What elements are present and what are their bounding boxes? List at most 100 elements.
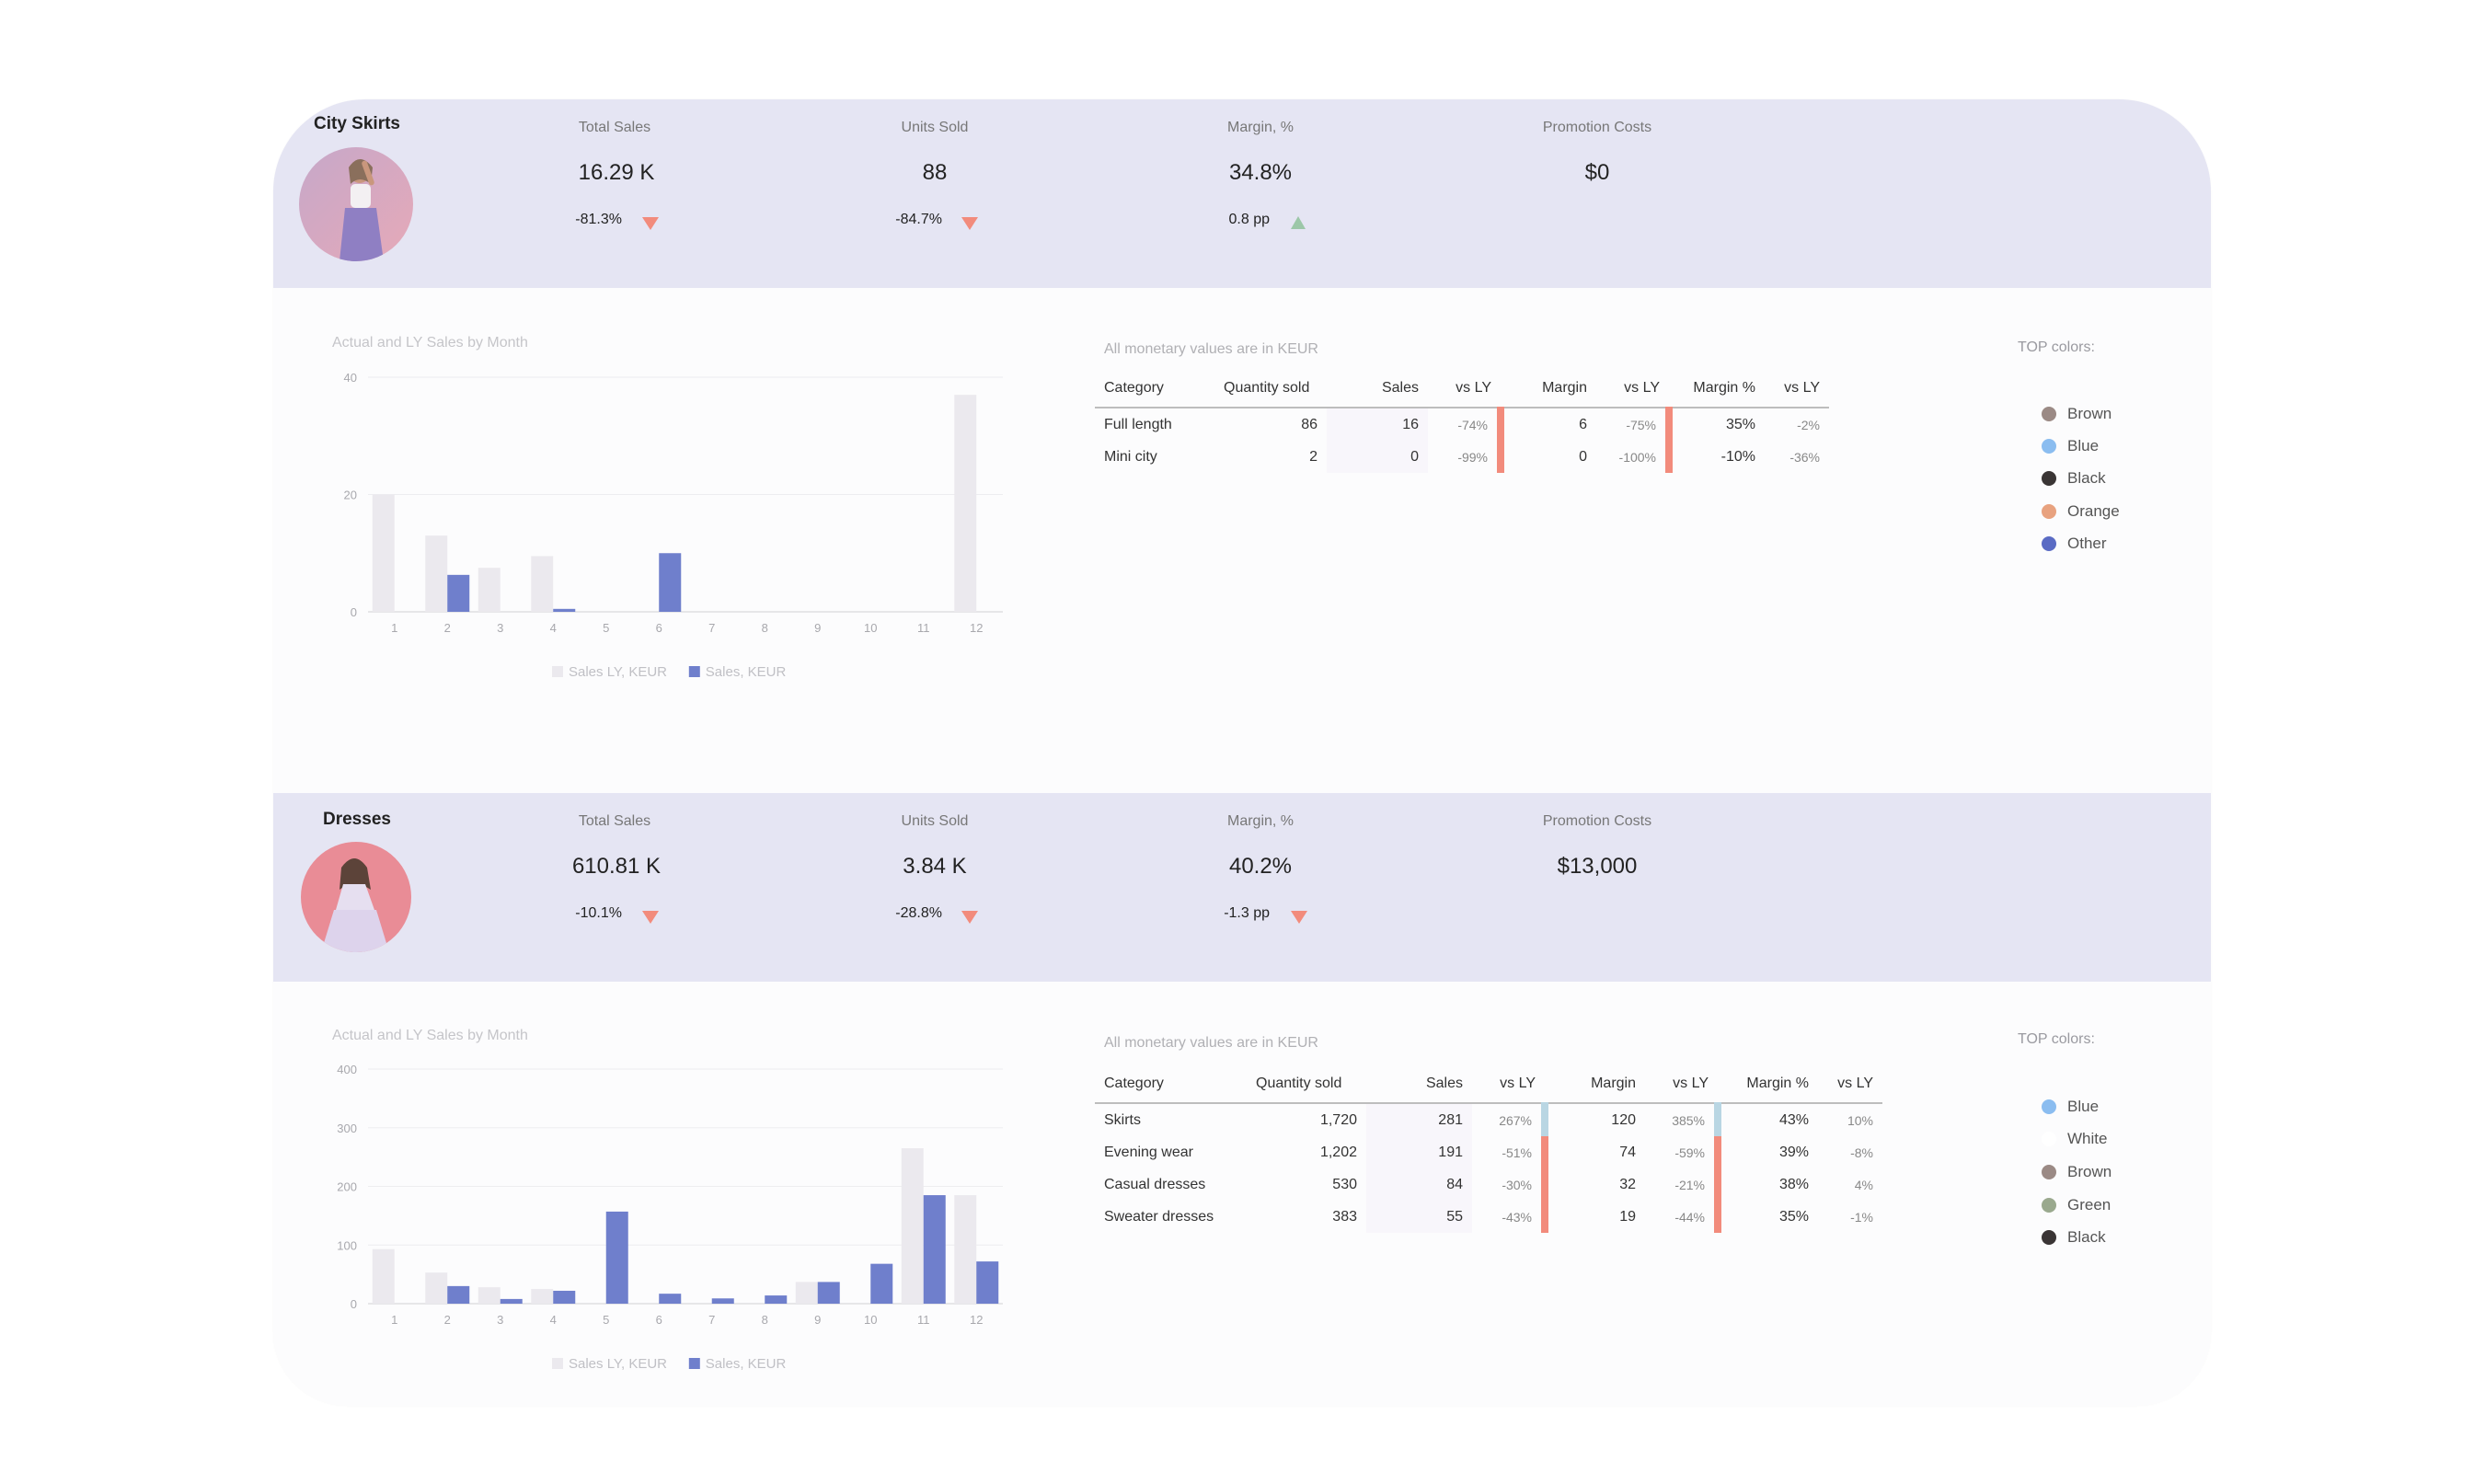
cell: 385% [1645, 1103, 1721, 1136]
bar-sales-ly [531, 1289, 554, 1304]
legend-swatch [688, 1358, 700, 1369]
x-tick-label: 9 [814, 621, 821, 635]
cell: 0 [1327, 441, 1428, 473]
x-tick-label: 7 [708, 1313, 715, 1327]
cell: -1% [1850, 1209, 1873, 1225]
bar-sales [605, 1211, 628, 1304]
total-sales-delta: -81.3% [575, 212, 622, 227]
arrow-down-icon [642, 217, 659, 230]
color-name: Green [2067, 1196, 2112, 1214]
bar-sales-ly [954, 1195, 977, 1304]
cell: 6 [1579, 416, 1587, 432]
color-dot [2042, 1099, 2056, 1114]
x-tick-label: 7 [708, 621, 715, 635]
cell: -8% [1850, 1145, 1873, 1160]
cell: 35% [1725, 416, 1755, 432]
x-tick-label: 3 [497, 621, 503, 635]
bar-sales [553, 1290, 576, 1304]
promotion-costs-label: Promotion Costs [1542, 120, 1652, 135]
x-tick-label: 2 [444, 621, 451, 635]
cell: -43% [1472, 1201, 1548, 1233]
x-tick-label: 8 [762, 1313, 768, 1327]
col-header: Margin % [1669, 370, 1765, 408]
x-tick-label: 4 [550, 621, 557, 635]
legend-label: Sales LY, KEUR [569, 664, 667, 680]
x-tick-label: 2 [444, 1313, 451, 1327]
table-row: Casual dresses 530 84 -30% 32 -21% 38% 4… [1095, 1168, 1882, 1201]
x-tick-label: 6 [656, 1313, 662, 1327]
col-header: Category [1095, 370, 1214, 408]
cell: -44% [1645, 1201, 1721, 1233]
margin-label: Margin, % [1226, 120, 1295, 135]
col-header: vs LY [1472, 1065, 1545, 1104]
bar-sales [870, 1263, 893, 1304]
color-name: Black [2067, 1228, 2106, 1246]
y-tick-label: 40 [344, 371, 357, 385]
bar-sales [976, 1261, 999, 1304]
x-tick-label: 12 [970, 621, 983, 635]
color-name: Black [2067, 469, 2106, 487]
margin-delta: -1.3 pp [1224, 905, 1270, 921]
legend-label: Sales LY, KEUR [569, 1356, 667, 1372]
color-legend-item: White [2042, 1128, 2107, 1150]
color-name: Orange [2067, 502, 2120, 520]
cell: -100% [1596, 441, 1673, 473]
margin-label: Margin, % [1226, 813, 1295, 829]
cell: 383 [1332, 1208, 1357, 1225]
table-row: Sweater dresses 383 55 -43% 19 -44% 35% … [1095, 1201, 1882, 1233]
units-sold-value: 88 [922, 160, 948, 185]
cell: 32 [1619, 1176, 1636, 1192]
bar-sales [659, 1294, 682, 1304]
color-dot [2042, 471, 2056, 486]
color-name: Brown [2067, 1163, 2112, 1180]
color-dot [2042, 1230, 2056, 1245]
col-header: Margin % [1718, 1065, 1818, 1104]
x-tick-label: 3 [497, 1313, 503, 1327]
bar-sales [553, 608, 576, 612]
x-tick-label: 4 [550, 1313, 557, 1327]
total-sales-label: Total Sales [578, 813, 651, 829]
color-dot [2042, 1198, 2056, 1213]
cell: 530 [1332, 1176, 1357, 1192]
bar-sales [447, 1285, 470, 1304]
chart-title: Actual and LY Sales by Month [332, 1028, 528, 1043]
col-header: Quantity sold [1214, 370, 1327, 408]
cell: Full length [1104, 416, 1172, 432]
category-table: Category Quantity sold Sales vs LY Margi… [1095, 370, 1829, 473]
cell: Evening wear [1104, 1144, 1193, 1160]
cell: 38% [1778, 1176, 1809, 1192]
color-legend-item: Other [2042, 533, 2107, 555]
cell: 267% [1472, 1103, 1548, 1136]
y-tick-label: 100 [337, 1238, 357, 1252]
bar-sales-ly [372, 494, 395, 612]
col-header: Sales [1366, 1065, 1472, 1104]
col-header: vs LY [1765, 370, 1829, 408]
color-legend-item: Brown [2042, 1161, 2112, 1183]
cell: 0 [1579, 448, 1587, 465]
top-colors-title: TOP colors: [2018, 339, 2095, 355]
table-row: Evening wear 1,202 191 -51% 74 -59% 39% … [1095, 1136, 1882, 1168]
margin-value: 34.8% [1228, 160, 1293, 185]
units-sold-value: 3.84 K [903, 854, 967, 879]
x-tick-label: 10 [864, 621, 877, 635]
cell: -36% [1789, 449, 1820, 465]
color-dot [2042, 1132, 2056, 1146]
cell: 1,720 [1319, 1111, 1357, 1128]
x-tick-label: 9 [814, 1313, 821, 1327]
col-header: Quantity sold [1247, 1065, 1366, 1104]
arrow-down-icon [961, 911, 978, 924]
color-dot [2042, 407, 2056, 421]
total-sales-value: 610.81 K [571, 854, 662, 879]
bar-sales-ly [478, 1287, 501, 1304]
x-tick-label: 6 [656, 621, 662, 635]
color-legend-item: Black [2042, 467, 2106, 489]
x-tick-label: 8 [762, 621, 768, 635]
cell: -51% [1472, 1136, 1548, 1168]
units-sold-delta: -28.8% [895, 905, 942, 921]
col-header: vs LY [1645, 1065, 1718, 1104]
category-table: Category Quantity sold Sales vs LY Margi… [1095, 1065, 1882, 1233]
bar-sales-ly [425, 1272, 448, 1304]
x-tick-label: 1 [391, 1313, 397, 1327]
legend-swatch [688, 666, 700, 677]
